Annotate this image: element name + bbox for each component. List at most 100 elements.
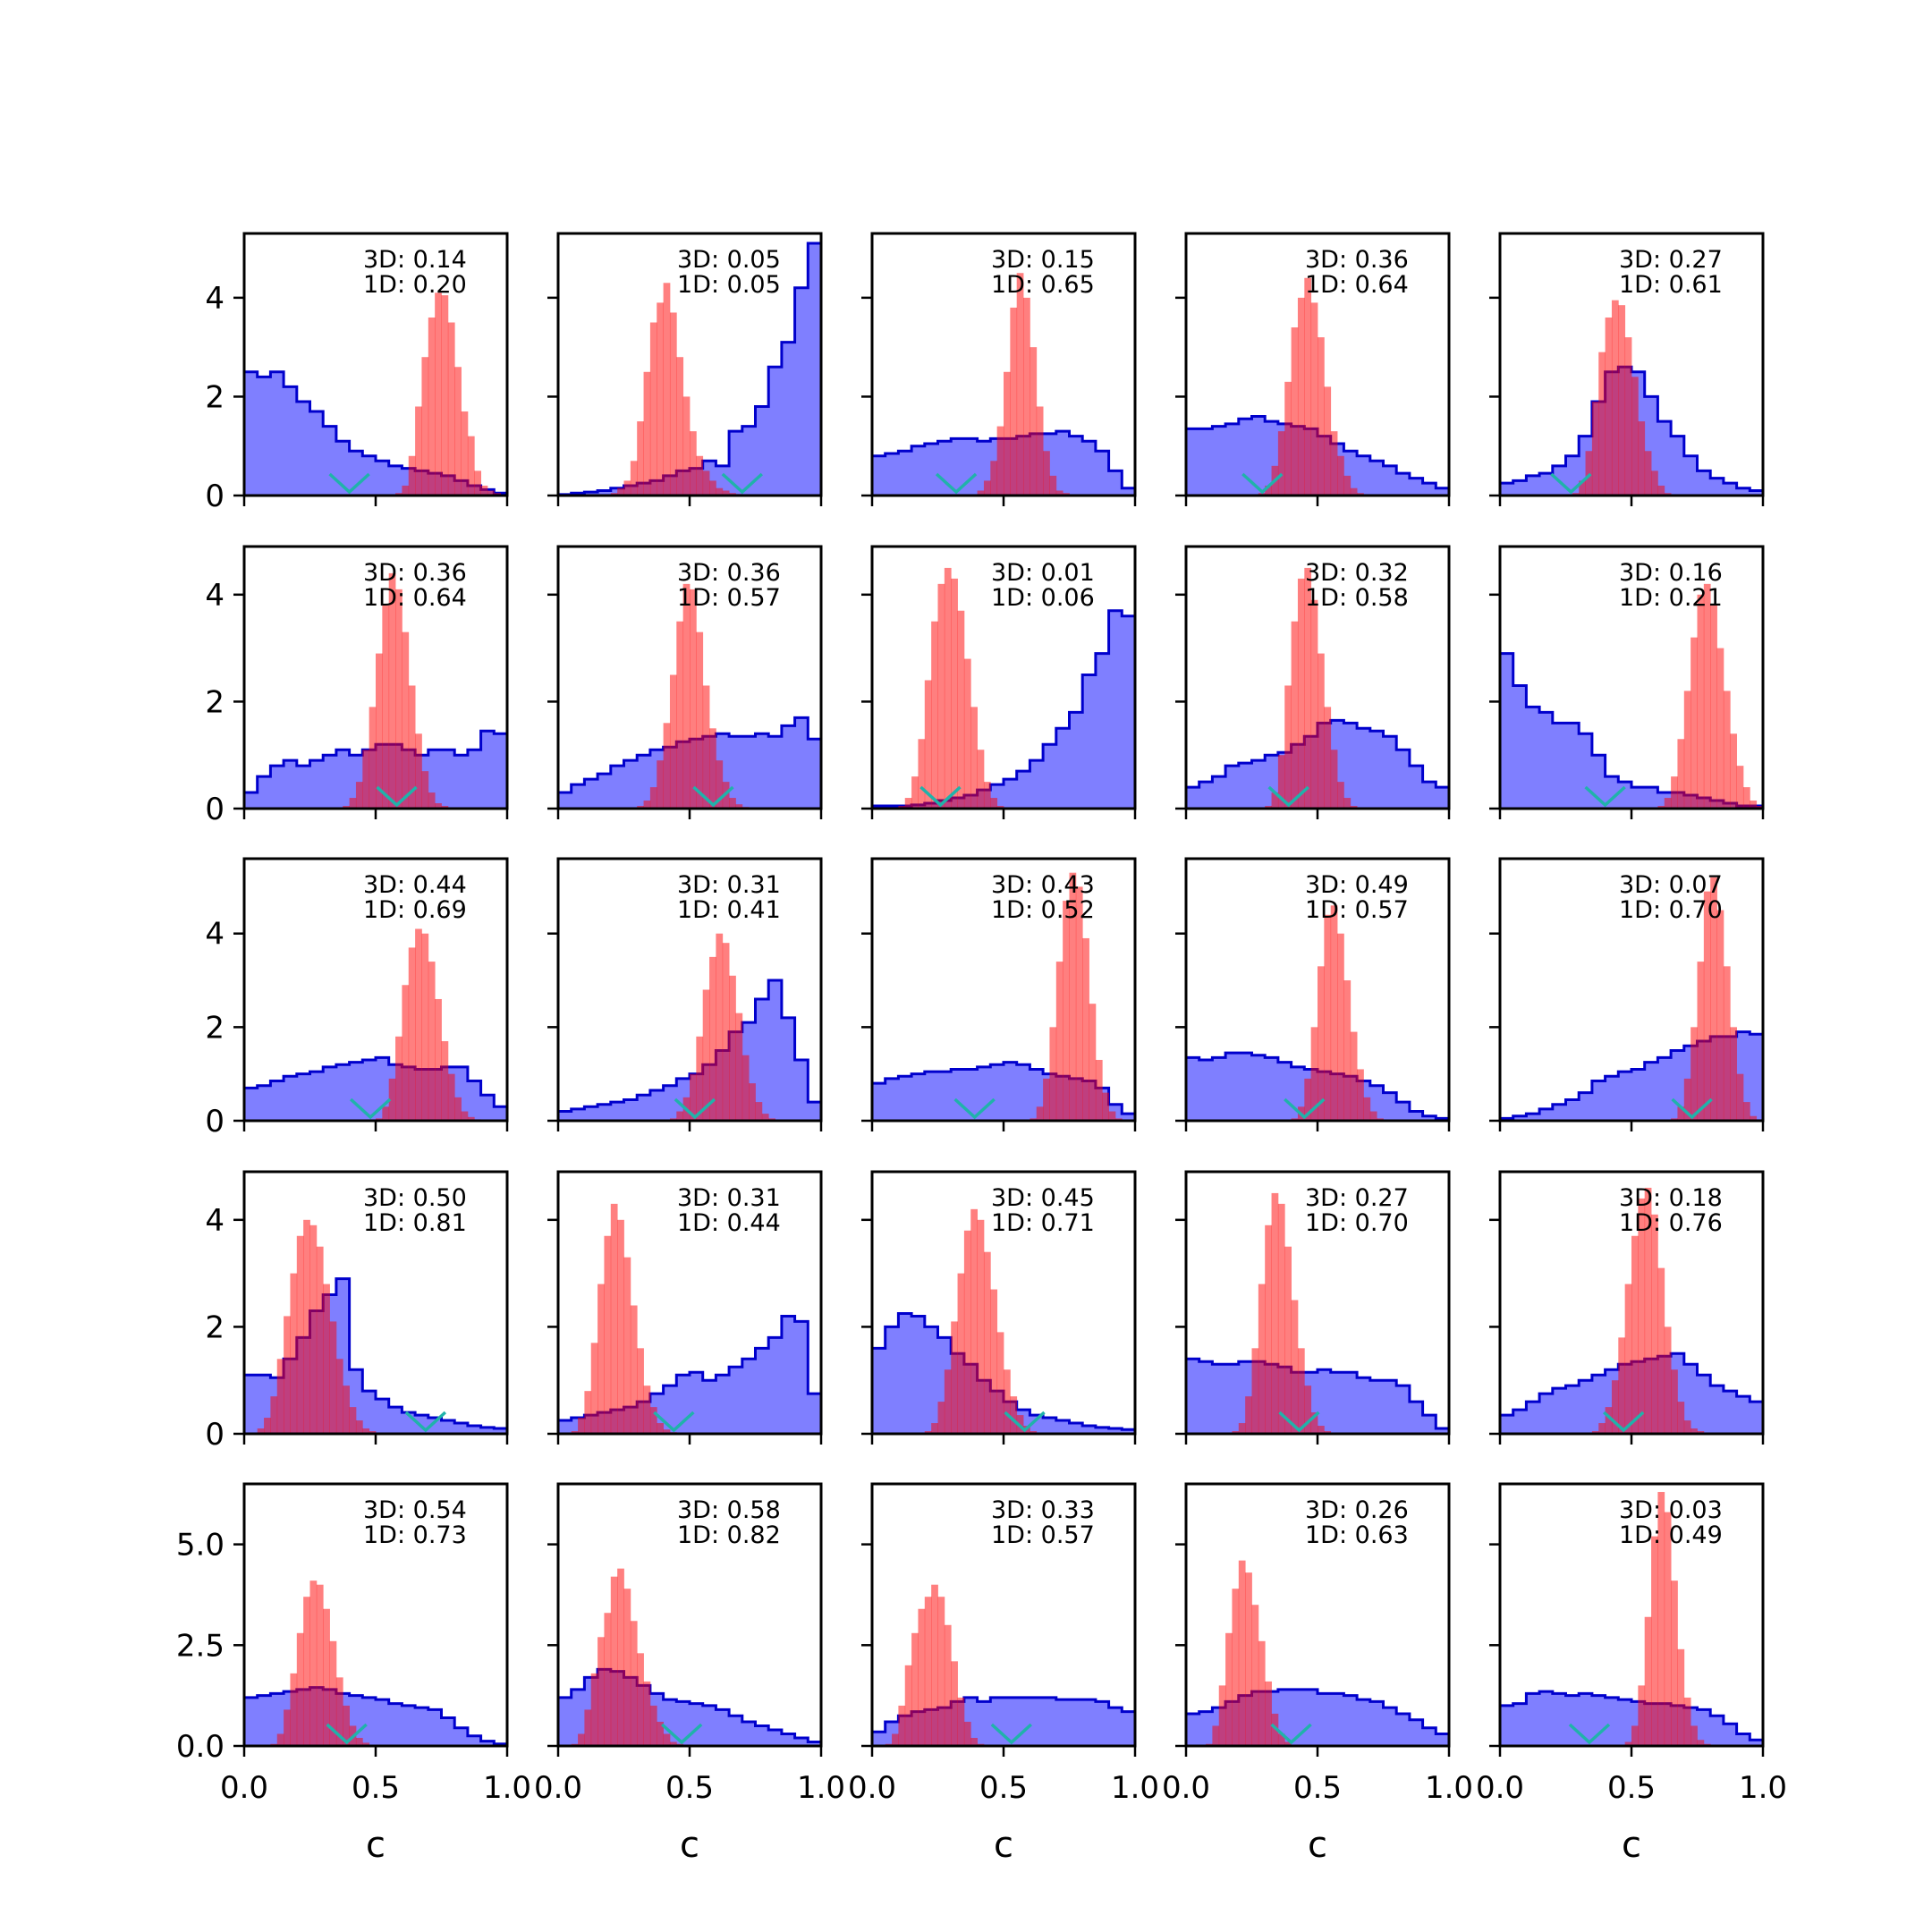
red-histogram-bar <box>1310 1412 1318 1434</box>
true-value-marker <box>953 1097 996 1120</box>
plot-area <box>558 933 821 1121</box>
red-histogram-bar <box>1730 733 1737 809</box>
red-histogram-bar <box>1690 1428 1698 1434</box>
true-value-marker <box>1603 1411 1645 1433</box>
red-histogram-bar <box>1304 1385 1312 1434</box>
red-histogram-bar <box>610 1203 618 1434</box>
red-histogram-bar <box>944 567 952 809</box>
y-tick-label: 2 <box>205 684 225 720</box>
red-histogram-bar <box>447 322 455 496</box>
annotation-3d: 3D: 0.36 <box>677 559 781 587</box>
red-histogram-bar <box>1225 1632 1233 1746</box>
red-histogram-bar <box>1245 1396 1252 1434</box>
annotation-1d: 1D: 0.63 <box>1305 1521 1409 1549</box>
red-histogram-bar <box>1664 1512 1672 1746</box>
true-value-marker <box>653 1411 695 1433</box>
annotation-1d: 1D: 0.76 <box>1619 1209 1723 1237</box>
red-histogram-bar <box>649 1407 657 1434</box>
red-histogram-bar <box>1644 451 1652 496</box>
red-histogram-bar <box>435 998 442 1121</box>
red-histogram-bar <box>1690 637 1698 809</box>
red-histogram-bar <box>362 1742 370 1746</box>
red-histogram-bar <box>957 610 965 809</box>
red-histogram-bar <box>957 1697 965 1746</box>
red-histogram-bar <box>1277 431 1285 496</box>
red-histogram-bar <box>1324 386 1332 496</box>
annotation-3d: 3D: 0.33 <box>991 1496 1095 1524</box>
red-histogram-bar <box>355 1420 363 1434</box>
red-histogram-bar <box>1644 1187 1652 1434</box>
red-histogram-bar <box>1598 1423 1606 1434</box>
x-tick-label: 1.0 <box>1425 1770 1473 1806</box>
annotation-3d: 3D: 0.27 <box>1305 1184 1409 1212</box>
red-histogram-bar <box>1605 1407 1613 1434</box>
red-histogram-bar <box>1055 962 1063 1121</box>
red-histogram-bar <box>951 1321 958 1434</box>
red-histogram-bar <box>1638 421 1646 496</box>
red-histogram-bar <box>970 707 978 809</box>
red-histogram-bar <box>1723 966 1731 1121</box>
annotation-1d: 1D: 0.52 <box>991 896 1095 924</box>
red-histogram-bar <box>402 631 410 809</box>
red-histogram-bar <box>1049 475 1057 496</box>
red-histogram-bar <box>1043 451 1050 496</box>
true-value-marker <box>661 1723 703 1745</box>
annotation-3d: 3D: 0.15 <box>991 246 1095 274</box>
y-tick-label: 2 <box>205 379 225 415</box>
red-histogram-bar <box>1350 487 1358 496</box>
red-histogram-bar <box>983 1251 991 1434</box>
red-histogram-bar <box>1251 1605 1259 1746</box>
red-histogram-bar <box>1004 371 1011 496</box>
red-histogram-bar <box>983 782 991 809</box>
red-histogram-bar <box>1330 905 1338 1121</box>
red-histogram-bar <box>1284 1741 1292 1746</box>
red-histogram-bar <box>296 1632 304 1746</box>
red-histogram-bar <box>1690 1725 1698 1746</box>
red-histogram-bar <box>316 1246 324 1434</box>
y-tick-label: 0 <box>205 1104 225 1140</box>
annotation-3d: 3D: 0.07 <box>1619 871 1723 899</box>
red-histogram-bar <box>1271 1713 1279 1746</box>
red-histogram-bar <box>323 1284 330 1434</box>
red-histogram-bar <box>1605 317 1613 496</box>
red-histogram-bar <box>1677 1106 1685 1121</box>
red-histogram-bar <box>957 1273 965 1434</box>
x-tick-label: 0.0 <box>1476 1770 1524 1806</box>
red-histogram-bar <box>1049 1027 1057 1121</box>
plot-area <box>1500 300 1763 496</box>
y-tick-label: 4 <box>205 578 225 614</box>
blue-histogram-edge <box>244 1686 507 1746</box>
true-value-marker <box>1004 1411 1046 1433</box>
red-histogram-bar <box>1251 1348 1259 1434</box>
annotation-1d: 1D: 0.57 <box>991 1521 1095 1549</box>
red-histogram-bar <box>276 1733 284 1746</box>
red-histogram-bar <box>1638 1685 1646 1746</box>
x-axis-label: c <box>680 1825 699 1866</box>
red-histogram-bar <box>1291 327 1299 496</box>
red-histogram-bar <box>382 605 390 809</box>
red-histogram-bar <box>1297 297 1305 496</box>
red-histogram-bar <box>1089 1004 1097 1121</box>
red-histogram-bar <box>1069 872 1077 1121</box>
red-histogram-bar <box>996 1332 1004 1434</box>
red-histogram-bar <box>637 1348 644 1434</box>
red-histogram-bar <box>1624 1284 1632 1434</box>
red-histogram-bar <box>990 1289 998 1434</box>
blue-histogram-fill <box>872 610 1135 809</box>
red-histogram-bar <box>343 1385 350 1434</box>
true-value-marker <box>349 1097 392 1120</box>
red-histogram-bar <box>1657 1492 1665 1746</box>
plot-area <box>1186 1560 1449 1746</box>
true-value-marker <box>328 472 370 495</box>
x-tick-label: 1.0 <box>483 1770 531 1806</box>
red-histogram-bar <box>1723 691 1731 809</box>
red-histogram-bar <box>1277 1203 1285 1434</box>
red-histogram-bar <box>388 572 396 809</box>
red-histogram-bar <box>290 1273 298 1434</box>
x-axis-label: c <box>994 1825 1013 1866</box>
